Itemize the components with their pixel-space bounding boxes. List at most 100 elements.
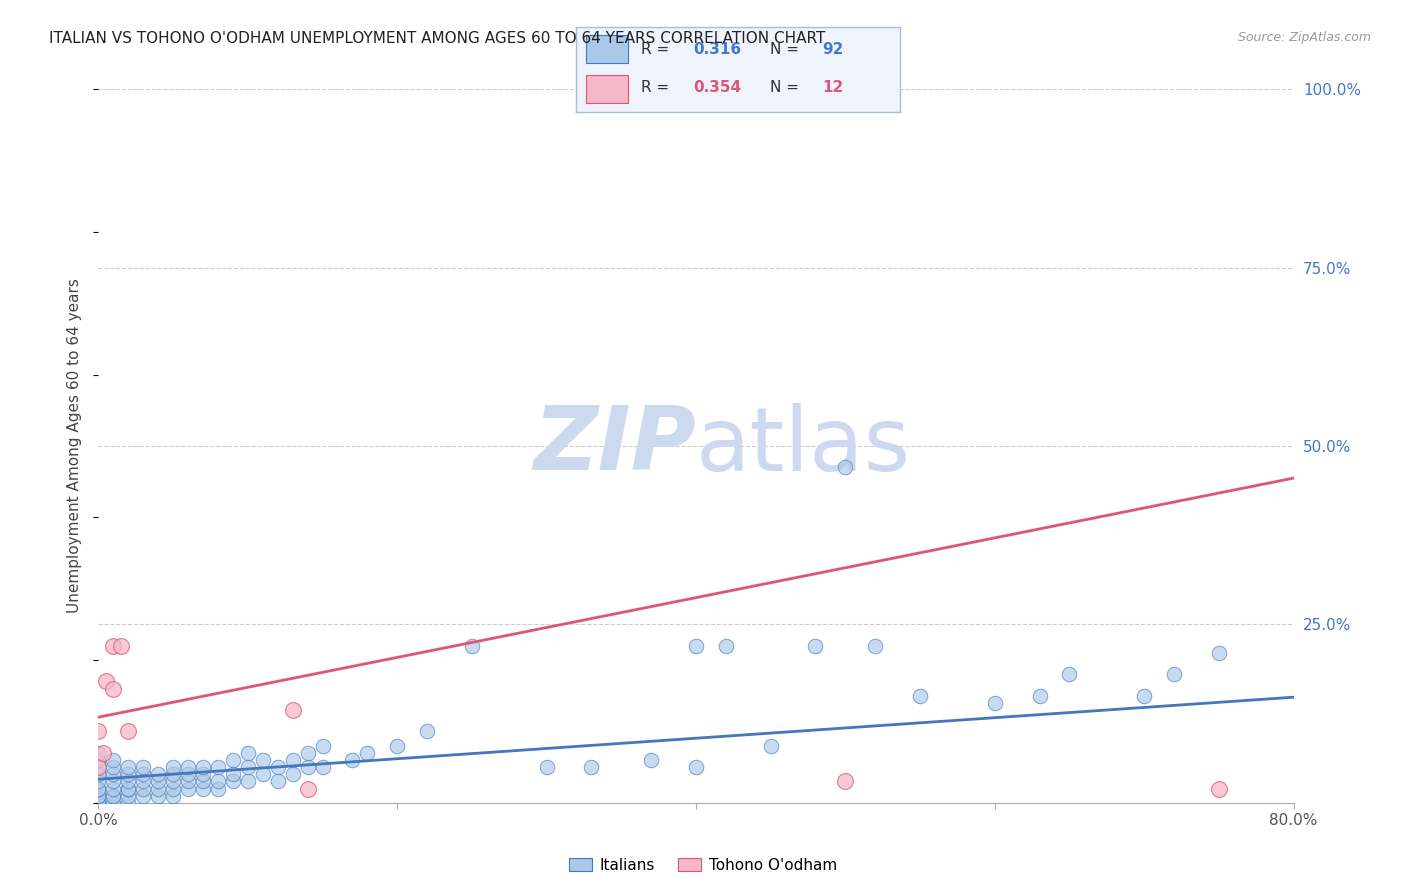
Point [416,724,439,739]
Point [536,760,558,774]
Point [132,781,155,796]
Text: N =: N = [770,42,804,57]
Point [1163,667,1185,681]
Point [356,746,378,760]
Point [207,781,229,796]
Point [162,760,184,774]
Point [117,767,139,781]
Point [385,739,409,753]
Point [117,796,139,810]
Point [87,781,110,796]
Point [103,753,125,767]
Point [91,746,114,760]
Point [103,789,125,803]
Point [148,767,170,781]
Point [222,767,245,781]
Point [1208,781,1230,796]
Point [834,460,856,475]
Point [1028,689,1050,703]
Text: ZIP: ZIP [533,402,696,490]
Point [87,760,110,774]
Point [87,789,110,803]
Text: atlas: atlas [696,402,911,490]
Point [148,774,170,789]
Point [87,753,110,767]
Point [117,724,139,739]
Point [177,760,200,774]
Text: N =: N = [770,80,804,95]
Point [267,774,290,789]
Point [581,760,603,774]
Point [87,789,110,803]
Text: R =: R = [641,80,675,95]
Point [87,774,110,789]
Point [162,781,184,796]
Point [87,781,110,796]
Point [685,639,707,653]
Point [1133,689,1156,703]
Point [1208,646,1230,660]
Point [103,774,125,789]
Text: 92: 92 [823,42,844,57]
Point [94,674,117,689]
Point [685,760,707,774]
Point [117,781,139,796]
Point [191,760,214,774]
Point [117,760,139,774]
Point [1059,667,1081,681]
Point [103,760,125,774]
Bar [586,36,628,63]
Point [640,753,662,767]
Point [267,760,290,774]
Point [252,753,274,767]
Point [281,753,304,767]
Point [281,767,304,781]
Point [191,767,214,781]
Point [148,789,170,803]
Point [191,781,214,796]
Legend: Italians, Tohono O'odham: Italians, Tohono O'odham [562,852,844,879]
Point [714,639,737,653]
Point [342,753,364,767]
Point [148,781,170,796]
Point [117,774,139,789]
Point [177,781,200,796]
Point [87,724,110,739]
Point [191,774,214,789]
Y-axis label: Unemployment Among Ages 60 to 64 years: Unemployment Among Ages 60 to 64 years [67,278,83,614]
Point [87,796,110,810]
Point [110,639,132,653]
Point [865,639,887,653]
Text: R =: R = [641,42,675,57]
Point [117,781,139,796]
Point [103,767,125,781]
Text: 0.354: 0.354 [693,80,741,95]
Point [461,639,484,653]
Point [984,696,1007,710]
Point [103,681,125,696]
Text: 12: 12 [823,80,844,95]
Point [834,774,856,789]
Text: 0.316: 0.316 [693,42,741,57]
Point [132,789,155,803]
Point [311,760,333,774]
Bar [586,75,628,103]
Point [132,767,155,781]
Point [252,767,274,781]
Point [207,774,229,789]
Point [281,703,304,717]
Point [103,796,125,810]
Text: ITALIAN VS TOHONO O'ODHAM UNEMPLOYMENT AMONG AGES 60 TO 64 YEARS CORRELATION CHA: ITALIAN VS TOHONO O'ODHAM UNEMPLOYMENT A… [49,31,825,46]
Point [117,789,139,803]
Point [177,774,200,789]
Point [207,760,229,774]
Point [103,789,125,803]
Point [759,739,782,753]
Point [162,774,184,789]
Point [87,760,110,774]
Point [177,767,200,781]
Point [87,796,110,810]
Point [87,767,110,781]
Point [103,639,125,653]
Point [162,767,184,781]
